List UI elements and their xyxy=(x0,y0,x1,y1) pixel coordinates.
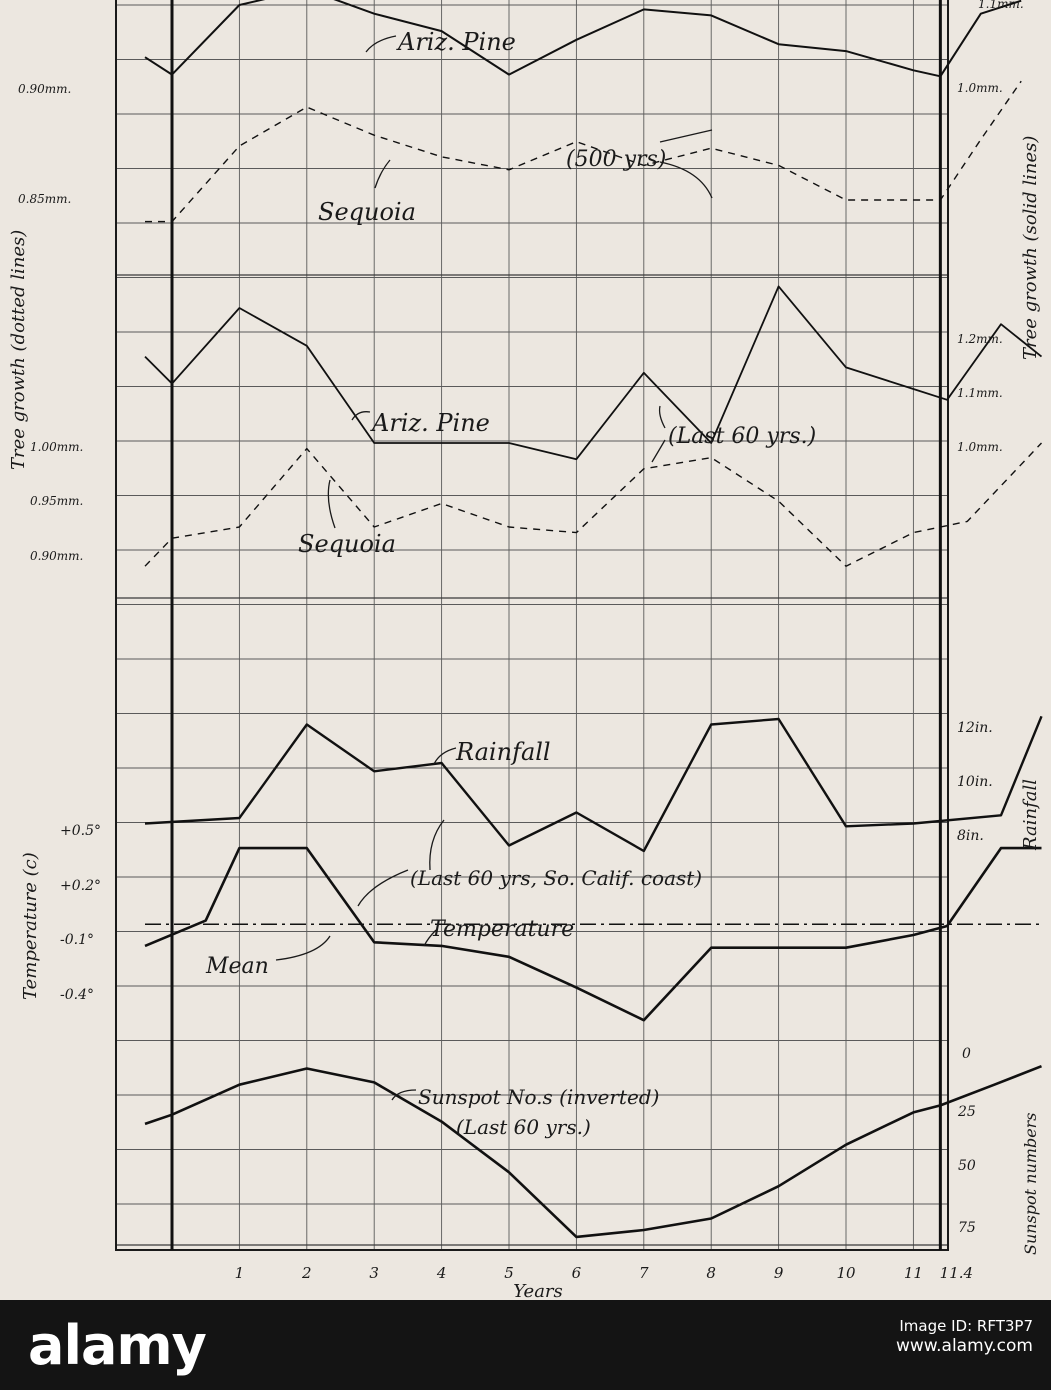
right-tick-60-2: 1.0mm. xyxy=(957,440,1003,454)
left-tick-60-2: 0.90mm. xyxy=(30,549,83,563)
temp-tick-1: +0.2° xyxy=(60,878,101,894)
chart-grid xyxy=(116,0,948,1250)
left-tick-60-1: 0.95mm. xyxy=(30,494,83,508)
arrow-rainfall xyxy=(433,747,457,765)
series-tree-growth-500yrs-ariz-pine xyxy=(144,0,1022,78)
sunspot-tick-3: 75 xyxy=(958,1220,976,1236)
x-tick-8: 8 xyxy=(706,1264,716,1282)
left-tick-500-0: 0.90mm. xyxy=(18,82,71,96)
tree-growth-60-right-ticks: 1.2mm. 1.1mm. 1.0mm. xyxy=(957,332,1003,454)
x-tick-6: 6 xyxy=(572,1264,582,1282)
x-tick-5: 5 xyxy=(504,1264,514,1282)
arrow-sequoia-60 xyxy=(327,479,336,529)
arrow-500-b xyxy=(659,161,713,199)
watermark-banner: alamy Image ID: RFT3P7 www.alamy.com xyxy=(0,1300,1051,1390)
chart-lines xyxy=(144,0,1043,1239)
right-tick-500-0: 1.1mm. xyxy=(978,0,1024,11)
x-tick-9: 9 xyxy=(774,1264,784,1282)
sunspot-tick-0: 0 xyxy=(962,1046,971,1062)
right-axis-title-tree-growth: Tree growth (solid lines) xyxy=(1020,136,1041,360)
rainfall-ticks: 12in. 10in. 8in. xyxy=(957,720,993,844)
left-axis-title-tree-growth: Tree growth (dotted lines) xyxy=(8,230,29,470)
label-ariz-pine-60: Ariz. Pine xyxy=(370,409,490,437)
temperature-ticks: +0.5° +0.2° -0.1° -0.4° xyxy=(60,823,101,1003)
arrow-500-a xyxy=(659,129,713,143)
x-tick-1: 1 xyxy=(235,1264,245,1282)
annotation-so-calif: (Last 60 yrs, So. Calif. coast) xyxy=(410,866,702,890)
temperature-axis-title: Temperature (c) xyxy=(20,852,41,1000)
x-tick-7: 7 xyxy=(639,1264,649,1282)
chart: 1 2 3 4 5 6 7 8 9 10 11 11.4 0.90mm. 0.85mm. 1.1mm.… xyxy=(8,0,1043,1300)
image-id: Image ID: RFT3P7 xyxy=(899,1317,1033,1335)
tree-growth-500-right-ticks: 1.1mm. 1.0mm. xyxy=(957,0,1024,95)
arrow-ariz-pine-60 xyxy=(351,411,371,421)
annotation-arrows xyxy=(275,35,713,1101)
arrow-sunspot xyxy=(391,1089,417,1101)
label-mean: Mean xyxy=(205,954,269,979)
rain-tick-0: 12in. xyxy=(957,720,993,736)
label-rainfall: Rainfall xyxy=(455,738,551,766)
x-tick-10: 10 xyxy=(836,1264,856,1282)
image-id-block: Image ID: RFT3P7 www.alamy.com xyxy=(896,1316,1033,1356)
series-tree-growth-last-60yrs-sequoia xyxy=(144,442,1043,567)
right-tick-60-0: 1.2mm. xyxy=(957,332,1003,346)
plot-border xyxy=(115,0,949,1251)
chart-frame xyxy=(115,0,949,1251)
series-tree-growth-last-60yrs-ariz-pine xyxy=(144,285,1043,461)
arrow-so-calif-a xyxy=(429,819,445,871)
right-tick-500-1: 1.0mm. xyxy=(957,81,1003,95)
arrow-ariz-pine-500 xyxy=(365,35,397,53)
series-rainfall-temperature-temperature xyxy=(144,846,1042,1022)
label-sunspot: Sunspot No.s (inverted) xyxy=(418,1085,659,1109)
arrow-60-a xyxy=(658,405,666,429)
annotation-500-yrs: (500 yrs) xyxy=(566,147,666,172)
temp-tick-3: -0.4° xyxy=(60,987,94,1003)
label-sequoia-60: Sequoia xyxy=(298,530,396,558)
tree-growth-500-left-ticks: 0.90mm. 0.85mm. xyxy=(18,82,71,206)
label-temperature: Temperature xyxy=(430,917,574,942)
sunspot-ticks: 0 25 50 75 xyxy=(957,1046,976,1236)
sunspot-tick-2: 50 xyxy=(958,1158,976,1174)
left-tick-60-0: 1.00mm. xyxy=(30,440,83,454)
arrow-sequoia-500 xyxy=(374,159,391,189)
tree-growth-60-left-ticks: 1.00mm. 0.95mm. 0.90mm. xyxy=(30,440,83,563)
rainfall-axis-title: Rainfall xyxy=(1020,779,1041,851)
right-tick-60-1: 1.1mm. xyxy=(957,386,1003,400)
x-tick-4: 4 xyxy=(436,1264,447,1282)
temp-tick-2: -0.1° xyxy=(60,932,94,948)
sunspot-tick-1: 25 xyxy=(957,1104,976,1120)
annotation-last-60-yrs: (Last 60 yrs.) xyxy=(668,424,816,449)
annotation-sunspot-60-yrs: (Last 60 yrs.) xyxy=(456,1115,591,1139)
site-url: www.alamy.com xyxy=(895,1336,1033,1356)
rain-tick-2: 8in. xyxy=(957,828,984,844)
x-tick-3: 3 xyxy=(369,1264,379,1282)
x-tick-labels: 1 2 3 4 5 6 7 8 9 10 11 11.4 xyxy=(235,1264,973,1282)
x-tick-2: 2 xyxy=(301,1264,312,1282)
sunspot-axis-title: Sunspot numbers xyxy=(1021,1112,1040,1255)
left-tick-500-1: 0.85mm. xyxy=(18,192,71,206)
x-tick-11.4: 11.4 xyxy=(940,1264,973,1282)
x-axis-title: Years xyxy=(513,1281,563,1300)
arrow-temperature xyxy=(423,929,437,947)
label-sequoia-500: Sequoia xyxy=(318,198,416,226)
series-rainfall-temperature-rainfall xyxy=(144,715,1043,853)
arrow-mean xyxy=(275,935,331,961)
series-tree-growth-500yrs-sequoia xyxy=(145,80,1022,223)
alamy-logo: alamy xyxy=(28,1314,207,1377)
rain-tick-1: 10in. xyxy=(957,774,993,790)
arrow-so-calif-b xyxy=(357,869,409,907)
label-ariz-pine-500: Ariz. Pine xyxy=(396,28,516,56)
series-sunspots-sunspot-no-s-inverted- xyxy=(144,1064,1042,1239)
x-tick-11: 11 xyxy=(904,1264,923,1282)
arrow-60-b xyxy=(651,439,666,463)
temp-tick-0: +0.5° xyxy=(60,823,101,839)
